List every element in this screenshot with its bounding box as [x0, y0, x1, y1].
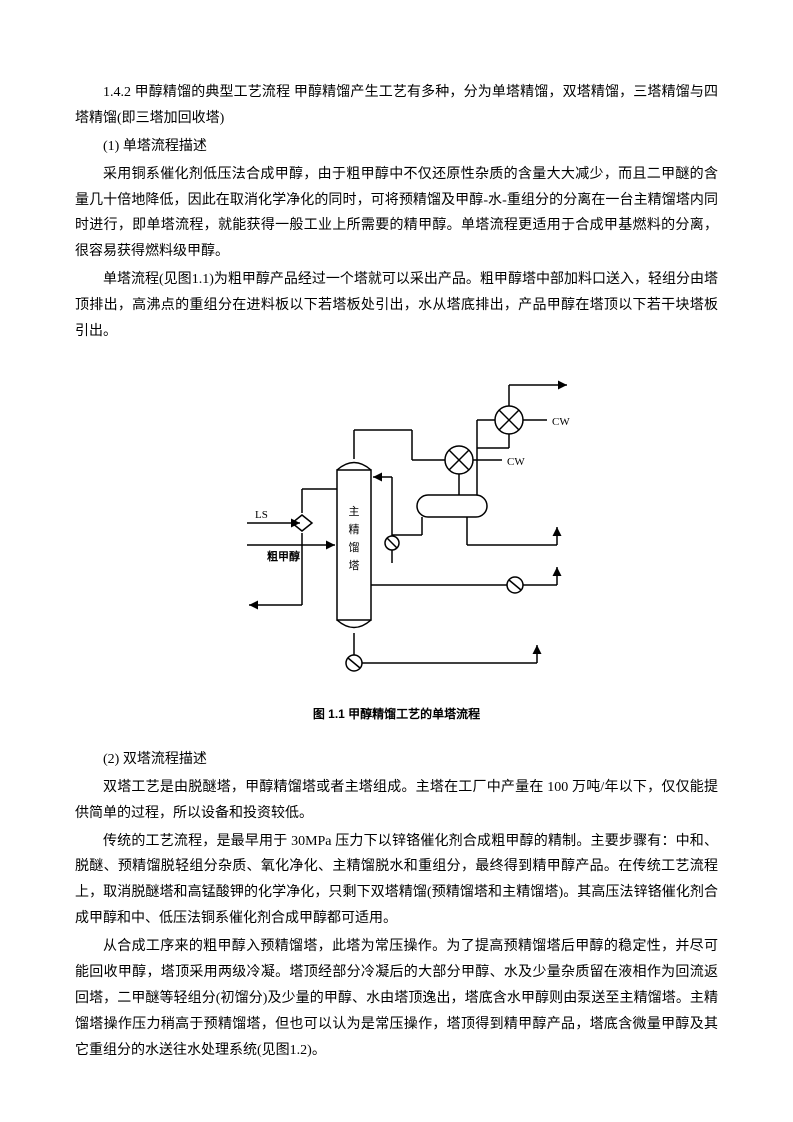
paragraph-4: 传统的工艺流程，是最早用于 30MPa 压力下以锌铬催化剂合成粗甲醇的精制。主要…: [75, 829, 718, 933]
tower-label-2: 精: [348, 523, 359, 536]
diagram-caption: 图 1.1 甲醇精馏工艺的单塔流程: [75, 705, 718, 722]
process-diagram-svg: 主 精 馏 塔 粗甲醇 LS: [197, 375, 597, 685]
cw-label-1: CW: [552, 416, 570, 428]
paragraph-3: 双塔工艺是由脱醚塔，甲醇精馏塔或者主塔组成。主塔在工厂中产量在 100 万吨/年…: [75, 775, 718, 827]
paragraph-1: 采用铜系催化剂低压法合成甲醇，由于粗甲醇中不仅还原性杂质的含量大大减少，而且二甲…: [75, 162, 718, 266]
tower-label-1: 主: [348, 505, 359, 518]
diagram-single-tower: 主 精 馏 塔 粗甲醇 LS: [75, 365, 718, 695]
tower-label-3: 馏: [348, 540, 359, 554]
paragraph-5: 从合成工序来的粗甲醇入预精馏塔，此塔为常压操作。为了提高预精馏塔后甲醇的稳定性，…: [75, 934, 718, 1063]
section-heading: 1.4.2 甲醇精馏的典型工艺流程 甲醇精馏产生工艺有多种，分为单塔精馏，双塔精…: [75, 80, 718, 132]
cw-label-2: CW: [507, 456, 525, 468]
tower-label-4: 塔: [348, 559, 359, 572]
sub1-title: (1) 单塔流程描述: [75, 134, 718, 160]
feed-label: 粗甲醇: [267, 549, 300, 563]
ls-label: LS: [255, 509, 268, 521]
paragraph-2: 单塔流程(见图1.1)为粗甲醇产品经过一个塔就可以采出产品。粗甲醇塔中部加料口送…: [75, 267, 718, 345]
sub2-title: (2) 双塔流程描述: [75, 747, 718, 773]
